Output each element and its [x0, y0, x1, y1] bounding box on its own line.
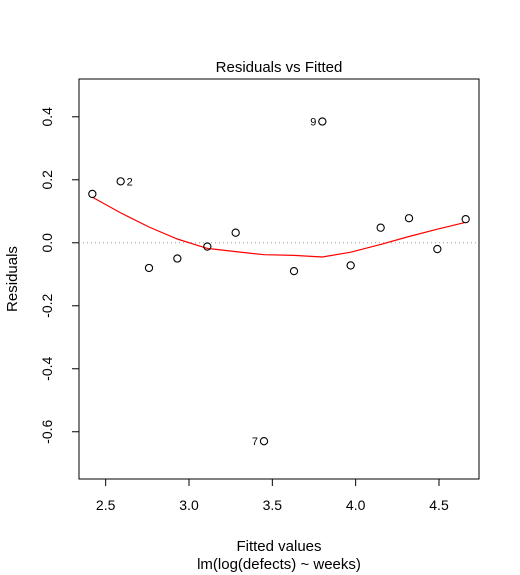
y-axis-label: Residuals [4, 246, 21, 312]
data-point [232, 229, 239, 236]
data-point [405, 215, 412, 222]
y-axis: 0.4 0.2 0.0 -0.2 -0.4 -0.6 [39, 107, 79, 444]
y-tick-label: -0.4 [39, 356, 55, 380]
point-label: 7 [252, 436, 258, 448]
plot-frame [79, 79, 479, 479]
data-point [377, 224, 384, 231]
x-axis-label: Fitted values [236, 538, 321, 555]
smooth-trend-line [92, 197, 465, 257]
data-point [260, 438, 267, 445]
data-point [89, 190, 96, 197]
data-point [174, 255, 181, 262]
x-tick-label: 3.0 [179, 497, 199, 513]
y-tick-label: 0.0 [39, 233, 55, 253]
data-point [462, 216, 469, 223]
x-tick-label: 4.5 [429, 497, 449, 513]
data-point [204, 243, 211, 250]
x-tick-label: 4.0 [346, 497, 366, 513]
residual-points: 2 7 9 [89, 117, 470, 449]
point-label: 2 [127, 176, 133, 188]
y-tick-label: -0.2 [39, 293, 55, 317]
y-tick-label: 0.4 [39, 107, 55, 127]
data-point [319, 118, 326, 125]
data-point [290, 268, 297, 275]
data-point [145, 264, 152, 271]
y-tick-label: -0.6 [39, 419, 55, 443]
x-tick-label: 2.5 [96, 497, 116, 513]
data-point [117, 178, 124, 185]
data-point [347, 262, 354, 269]
x-axis: 2.5 3.0 3.5 4.0 4.5 [96, 479, 449, 513]
data-point [434, 245, 441, 252]
y-tick-label: 0.2 [39, 170, 55, 190]
x-tick-label: 3.5 [263, 497, 283, 513]
point-label: 9 [310, 117, 316, 129]
chart-title: Residuals vs Fitted [216, 59, 343, 76]
model-formula-label: lm(log(defects) ~ weeks) [197, 556, 361, 573]
